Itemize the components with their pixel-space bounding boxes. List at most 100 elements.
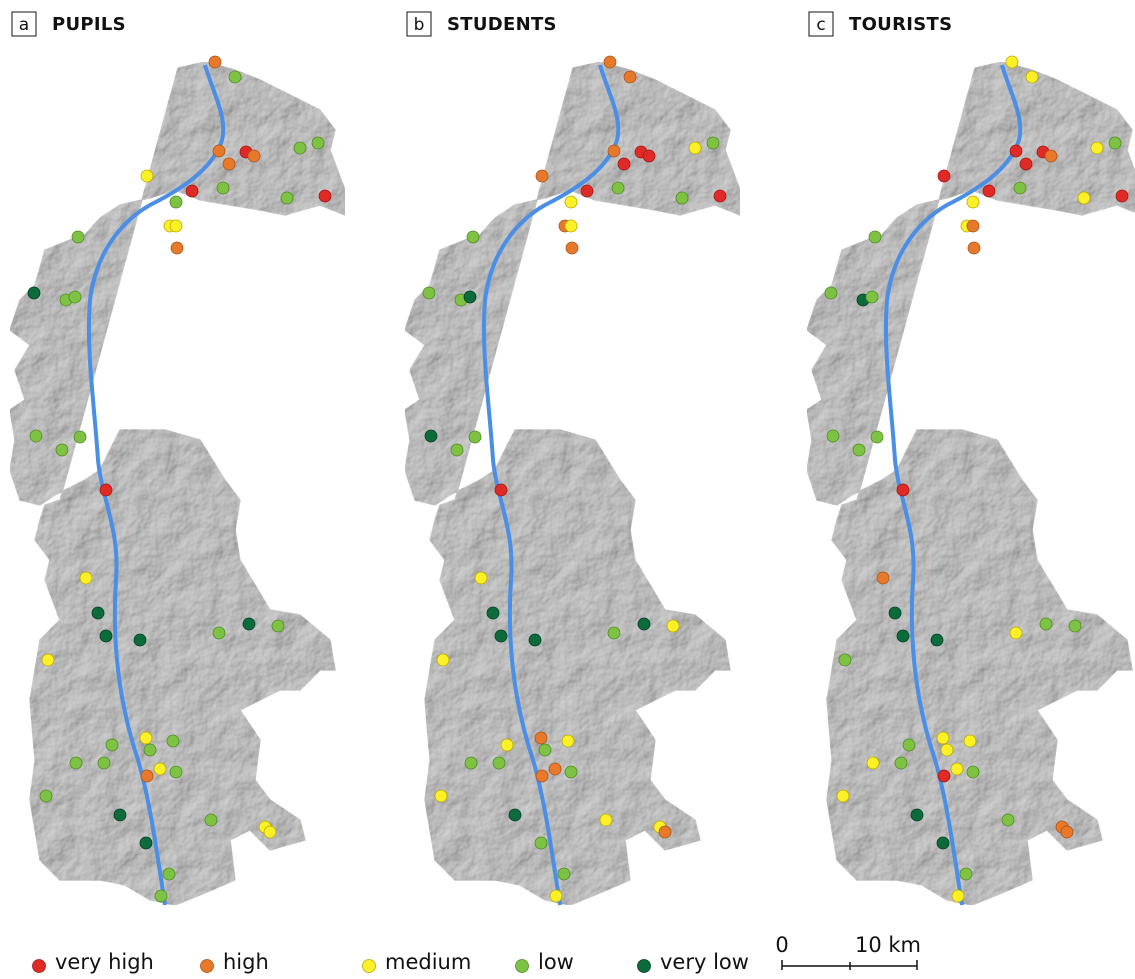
region-map <box>807 62 1135 905</box>
site-dot <box>493 757 505 769</box>
site-dot <box>281 192 293 204</box>
site-dot <box>967 196 979 208</box>
site-dot <box>536 170 548 182</box>
site-dot <box>877 572 889 584</box>
site-dot <box>529 634 541 646</box>
panel-letter: a <box>19 15 29 35</box>
site-dot <box>475 572 487 584</box>
site-dot <box>114 809 126 821</box>
site-dot <box>558 868 570 880</box>
site-dot <box>167 735 179 747</box>
site-dot <box>272 620 284 632</box>
site-dot <box>171 242 183 254</box>
site-dot <box>897 484 909 496</box>
site-dot <box>659 826 671 838</box>
site-dot <box>141 170 153 182</box>
scale-start: 0 <box>775 933 788 957</box>
site-dot <box>565 196 577 208</box>
region-map <box>405 62 740 905</box>
site-dot <box>100 630 112 642</box>
site-dot <box>423 287 435 299</box>
site-dot <box>937 837 949 849</box>
site-dot <box>30 430 42 442</box>
site-dot <box>535 837 547 849</box>
site-dot <box>425 430 437 442</box>
legend-label: high <box>223 950 269 974</box>
site-dot <box>689 142 701 154</box>
site-dot <box>170 220 182 232</box>
map-panel: c TOURISTS <box>807 12 1135 905</box>
site-dot <box>604 56 616 68</box>
site-dot <box>1061 826 1073 838</box>
site-dot <box>509 809 521 821</box>
site-dot <box>170 766 182 778</box>
site-dot <box>539 744 551 756</box>
site-dot <box>213 145 225 157</box>
site-dot <box>839 654 851 666</box>
site-dot <box>707 137 719 149</box>
panel-letter: b <box>414 15 425 35</box>
site-dot <box>140 837 152 849</box>
page: {"panels": [{"letter": "a", "title": "PU… <box>0 0 1135 975</box>
site-dot <box>827 430 839 442</box>
site-dot <box>98 757 110 769</box>
panel-letter: c <box>816 15 825 35</box>
legend-dot <box>33 960 46 973</box>
site-dot <box>469 431 481 443</box>
site-dot <box>495 630 507 642</box>
site-dot <box>897 630 909 642</box>
site-dot <box>565 766 577 778</box>
panel-title: TOURISTS <box>849 14 952 35</box>
site-dot <box>501 739 513 751</box>
legend-label: very high <box>55 950 154 974</box>
legend-dot <box>638 960 651 973</box>
site-dot <box>608 145 620 157</box>
site-dot <box>1026 71 1038 83</box>
site-dot <box>1010 627 1022 639</box>
site-dot <box>608 627 620 639</box>
site-dot <box>163 868 175 880</box>
site-dot <box>869 231 881 243</box>
site-dot <box>550 890 562 902</box>
site-dot <box>1006 56 1018 68</box>
site-dot <box>952 890 964 902</box>
site-dot <box>566 242 578 254</box>
legend-label: medium <box>385 950 471 974</box>
site-dot <box>968 242 980 254</box>
scale-bar: 0 10 km <box>775 933 921 970</box>
site-dot <box>1091 142 1103 154</box>
site-dot <box>638 618 650 630</box>
map-panel: a PUPILS <box>10 12 345 905</box>
legend-dot <box>363 960 376 973</box>
site-dot <box>28 287 40 299</box>
site-dot <box>581 185 593 197</box>
site-dot <box>100 484 112 496</box>
site-dot <box>1109 137 1121 149</box>
site-dot <box>612 182 624 194</box>
site-dot <box>618 158 630 170</box>
site-dot <box>895 757 907 769</box>
site-dot <box>92 607 104 619</box>
site-dot <box>209 56 221 68</box>
site-dot <box>223 158 235 170</box>
panel-title: PUPILS <box>52 14 126 35</box>
site-dot <box>170 196 182 208</box>
site-dot <box>451 444 463 456</box>
site-dot <box>134 634 146 646</box>
site-dot <box>562 735 574 747</box>
region-map <box>10 62 345 905</box>
site-dot <box>866 291 878 303</box>
site-dot <box>1040 618 1052 630</box>
site-dot <box>495 484 507 496</box>
site-dot <box>319 190 331 202</box>
site-dot <box>714 190 726 202</box>
site-dot <box>1078 192 1090 204</box>
site-dot <box>205 814 217 826</box>
site-dot <box>40 790 52 802</box>
site-dot <box>294 142 306 154</box>
site-dot <box>1010 145 1022 157</box>
site-dot <box>967 220 979 232</box>
site-dot <box>248 150 260 162</box>
